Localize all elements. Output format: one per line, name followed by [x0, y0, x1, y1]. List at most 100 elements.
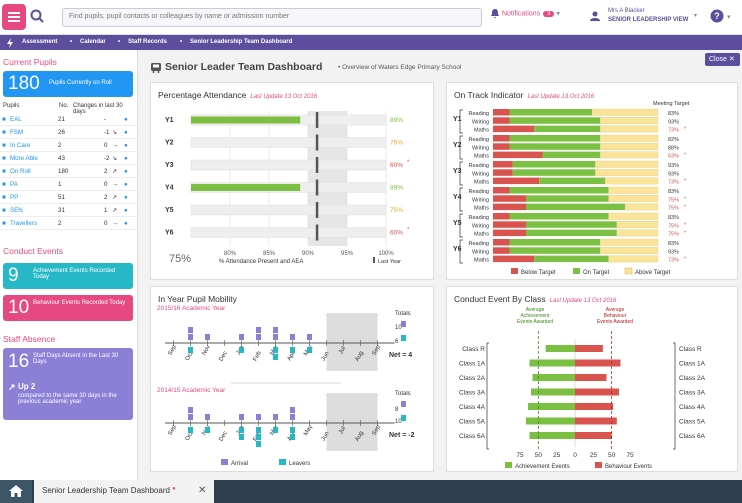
close-tab-icon[interactable]: ✕ [198, 485, 207, 496]
achievement-bar [545, 345, 575, 352]
value-label: 89% [390, 185, 403, 192]
changes-header: Changes in last 30 days [73, 103, 123, 115]
month-label: Sep [167, 424, 178, 437]
subject-label: Reading [469, 111, 490, 117]
bar-below [493, 151, 543, 159]
class-label-right: Class 6A [679, 433, 706, 440]
bar-above [600, 125, 659, 133]
subject-label: Maths [474, 232, 489, 238]
tick-label: 50 [608, 452, 616, 459]
notifications-button[interactable]: Notifications 3 ▾ [490, 8, 585, 28]
page-title: Senior Leader Team Dashboard [165, 61, 323, 73]
subject-label: Writing [472, 197, 489, 203]
top-bar: Find pupils, pupil contacts or colleague… [0, 0, 742, 35]
mobility-year1: 2015/16 Academic Year [157, 305, 226, 312]
last-year-marker [373, 257, 375, 263]
behaviour-tile[interactable]: 10 Behaviour Events Recorded Today [3, 295, 133, 321]
bell-icon [491, 9, 499, 19]
table-row[interactable]: ■ Travellers 2 0 → ● [0, 217, 138, 230]
value-label: 75% [390, 207, 403, 214]
bar-track [190, 204, 387, 216]
table-row[interactable]: ■ PP 51 2 ↗ ● [0, 191, 138, 204]
meeting-target-value: 83% [668, 241, 679, 247]
total-leavers-mark [401, 415, 406, 421]
group-label: Y5 [453, 220, 462, 227]
trend-up-icon: ↗ [8, 382, 16, 392]
achievement-bar [532, 374, 575, 381]
nav-slt-dashboard[interactable]: Senior Leadership Team Dashboard [190, 39, 293, 45]
user-menu[interactable]: Mrs A Blacker SENIOR LEADERSHIP VIEW ▾ [590, 6, 702, 30]
nav-assessment[interactable]: Assessment [22, 39, 58, 45]
class-label-right: Class 5A [679, 419, 706, 426]
attendance-xlabel: % Attendance Present and AEA [219, 259, 303, 265]
bar-above [616, 221, 659, 228]
staff-absence-tile[interactable]: 16 Staff Days Absent in the Last 30 Days… [3, 348, 133, 420]
month-label: Jun [321, 431, 331, 442]
bar-above [608, 195, 659, 202]
bar-above [600, 143, 659, 150]
home-button[interactable] [0, 480, 32, 503]
bar-below [493, 213, 510, 220]
table-row[interactable]: ■ More Able 43 -2 ↘ ● [0, 152, 138, 165]
legend-on-swatch [573, 268, 580, 274]
current-pupils-title: Current Pupils [3, 57, 57, 67]
group-bracket [459, 239, 463, 264]
achievement-tile[interactable]: 9 Achievement Events Recorded Today [3, 263, 133, 289]
group-label: Y6 [453, 246, 462, 253]
alert-icon: * [407, 160, 410, 166]
bar-on [542, 151, 601, 159]
alert-icon: * [684, 257, 687, 263]
nav-staff-records[interactable]: Staff Records [128, 39, 168, 45]
meeting-target-value: 75% [668, 206, 679, 212]
on-roll-count: 180 [8, 73, 40, 94]
menu-icon[interactable] [2, 4, 26, 30]
arrival-mark [256, 327, 261, 333]
on-roll-tile[interactable]: 180 Pupils Currently on Roll [3, 71, 133, 97]
behaviour-label: Behaviour Events Recorded Today [33, 300, 126, 306]
bar-track [190, 137, 387, 148]
class-label-right: Class 2A [679, 375, 706, 382]
nav-calendar[interactable]: Calendar [80, 39, 106, 45]
table-row[interactable]: ■ In Care 2 0 → ● [0, 139, 138, 152]
bar-above [624, 203, 659, 211]
bar-above [616, 229, 659, 237]
info-icon: ● [124, 129, 128, 136]
mobility-year2: 2014/15 Academic Year [157, 387, 226, 394]
mobility-title: In Year Pupil Mobility [158, 294, 237, 304]
bar-above [605, 177, 659, 185]
behaviour-count: 10 [8, 297, 30, 318]
arrival-mark [239, 334, 244, 340]
arrival-mark [290, 407, 295, 413]
bar-above [600, 117, 659, 124]
subject-label: Maths [474, 180, 489, 186]
behaviour-bar [575, 432, 612, 439]
class-label-left: Class 5A [459, 419, 486, 426]
arrival-mark [188, 407, 193, 413]
month-label: Jul [338, 426, 347, 436]
month-label: Feb [252, 350, 263, 363]
category-label: Y2 [165, 140, 174, 147]
table-row[interactable]: ■ FSM 26 -1 ↘ ● [0, 126, 138, 139]
info-icon: ● [124, 181, 128, 188]
search-icon[interactable] [30, 9, 44, 23]
close-button[interactable]: Close ✕ [705, 53, 740, 66]
help-icon[interactable]: ? ▾ [710, 9, 732, 25]
bar-below [493, 195, 526, 202]
search-input[interactable]: Find pupils, pupil contacts or colleague… [62, 8, 482, 27]
dashboard-tab[interactable]: Senior Leadership Team Dashboard ● ✕ [34, 480, 214, 503]
meeting-target-value: 83% [668, 111, 679, 117]
table-row[interactable]: ■ EAL 21- ● [0, 113, 138, 126]
bar-on [526, 195, 609, 202]
class-label-right: Class 1A [679, 361, 706, 368]
category-label: Y1 [165, 117, 174, 124]
table-row[interactable]: ■ On Roll 180 2 ↗ ● [0, 165, 138, 178]
month-label: Jun [321, 351, 331, 362]
table-row[interactable]: ■ SEN 31 1 ↗ ● [0, 204, 138, 217]
leaver-mark [290, 427, 295, 433]
arrival-mark [273, 414, 278, 420]
table-row[interactable]: ■ PA 1 0 → ● [0, 178, 138, 191]
alert-icon: * [684, 127, 687, 133]
alert-icon: * [407, 228, 410, 234]
conduct-chart: Average Achievement Events Awarded Average… [459, 307, 706, 470]
group-bracket [459, 135, 463, 160]
